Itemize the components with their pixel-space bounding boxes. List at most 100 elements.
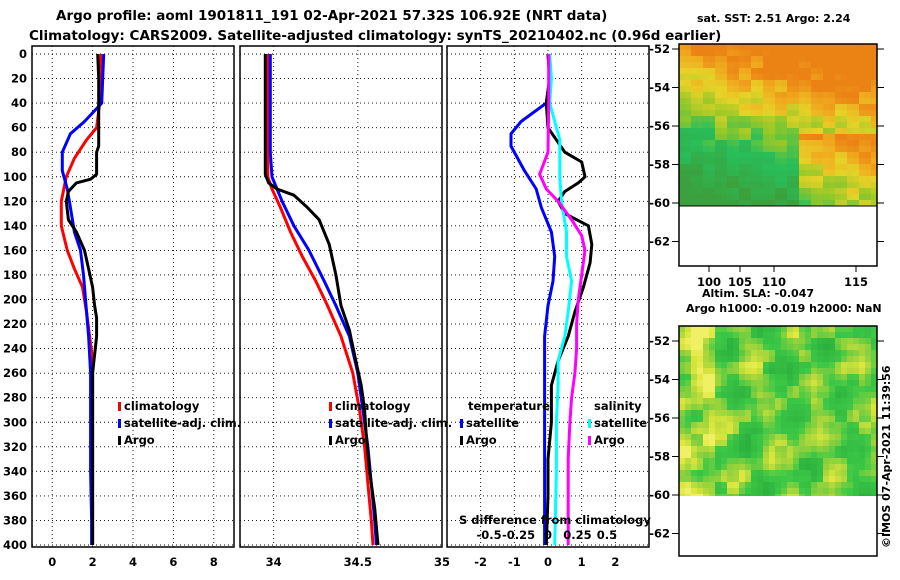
sst-cell [793,98,800,105]
sst-cell [793,92,800,99]
sla-cell [709,404,716,411]
sst-cell [871,104,878,111]
sla-cell [745,470,752,477]
sst-cell [805,56,812,63]
sla-cell [823,374,830,381]
sla-cell [871,362,878,369]
sst-cell [697,152,704,159]
sla-cell [751,476,758,483]
sla-cell [793,392,800,399]
sla-cell [691,398,698,405]
sla-cell [853,392,860,399]
sst-cell [775,50,782,57]
sst-cell [727,50,734,57]
sst-cell [691,86,698,93]
sla-cell [799,488,806,495]
sst-cell [721,182,728,189]
sst-cell [799,188,806,195]
sla-cell [685,362,692,369]
sst-cell [781,128,788,135]
sst-cell [847,116,854,123]
sla-cell [697,488,704,495]
sla-cell [679,392,686,399]
sst-cell [757,74,764,81]
sla-cell [841,410,848,417]
sst-cell [865,80,872,87]
depth-tick-label: 300 [3,415,27,429]
sst-cell [757,164,764,171]
sla-cell [733,434,740,441]
sst-cell [715,104,722,111]
sla-cell [703,440,710,447]
sst-cell [763,146,770,153]
sla-cell [691,440,698,447]
sla-cell [805,404,812,411]
lat-tick-label: -54 [649,81,670,95]
sla-cell [865,470,872,477]
sla-lat-ticks: -52-54-56-58-60-62 [649,334,884,541]
sst-cell [763,74,770,81]
sst-cell [769,116,776,123]
sst-cell [781,152,788,159]
sst-cell [823,182,830,189]
sst-cell [823,98,830,105]
sla-cell [721,482,728,489]
sst-cell [787,200,794,207]
sst-cell [697,176,704,183]
sla-cell [811,356,818,363]
sst-cell [853,92,860,99]
sla-cell [709,374,716,381]
sla-cell [685,338,692,345]
sst-cell [835,74,842,81]
sla-cell [757,356,764,363]
sla-cell [829,386,836,393]
sla-cell [709,428,716,435]
sla-cell [745,488,752,495]
sst-cell [727,140,734,147]
sla-cell [805,428,812,435]
sla-cell [871,368,878,375]
sla-cell [865,362,872,369]
sla-cell [835,392,842,399]
sla-cell [763,362,770,369]
sst-cell [697,122,704,129]
sst-cell [763,176,770,183]
sst-cell [853,86,860,93]
sst-cell [865,110,872,117]
sst-cell [769,92,776,99]
sst-cell [721,194,728,201]
sla-cell [679,332,686,339]
sst-cell [865,146,872,153]
sla-cell [745,476,752,483]
sla-cell [763,404,770,411]
sst-cell [703,68,710,75]
sst-cell [811,170,818,177]
x-tick-label: 8 [210,555,218,569]
sla-cell [745,428,752,435]
sst-cell [859,56,866,63]
sst-cell [715,194,722,201]
sst-cell [733,200,740,207]
sla-cell [793,440,800,447]
x-tick-label: -2 [474,555,487,569]
sst-cell [871,116,878,123]
sst-cell [715,128,722,135]
sla-cell [745,362,752,369]
sst-cell [691,122,698,129]
sla-cell [697,350,704,357]
sla-cell [727,440,734,447]
sst-cell [823,68,830,75]
s-tick-label: -0.5 [477,528,502,542]
difference-lines [509,53,594,546]
sst-cell [847,74,854,81]
sla-cell [679,374,686,381]
sst-cell [733,98,740,105]
sla-cell [685,452,692,459]
sla-cell [811,380,818,387]
sla-cell [721,488,728,495]
sla-cell [817,368,824,375]
sla-cell [871,446,878,453]
sst-cell [847,182,854,189]
sla-cell [745,356,752,363]
sla-cell [793,464,800,471]
